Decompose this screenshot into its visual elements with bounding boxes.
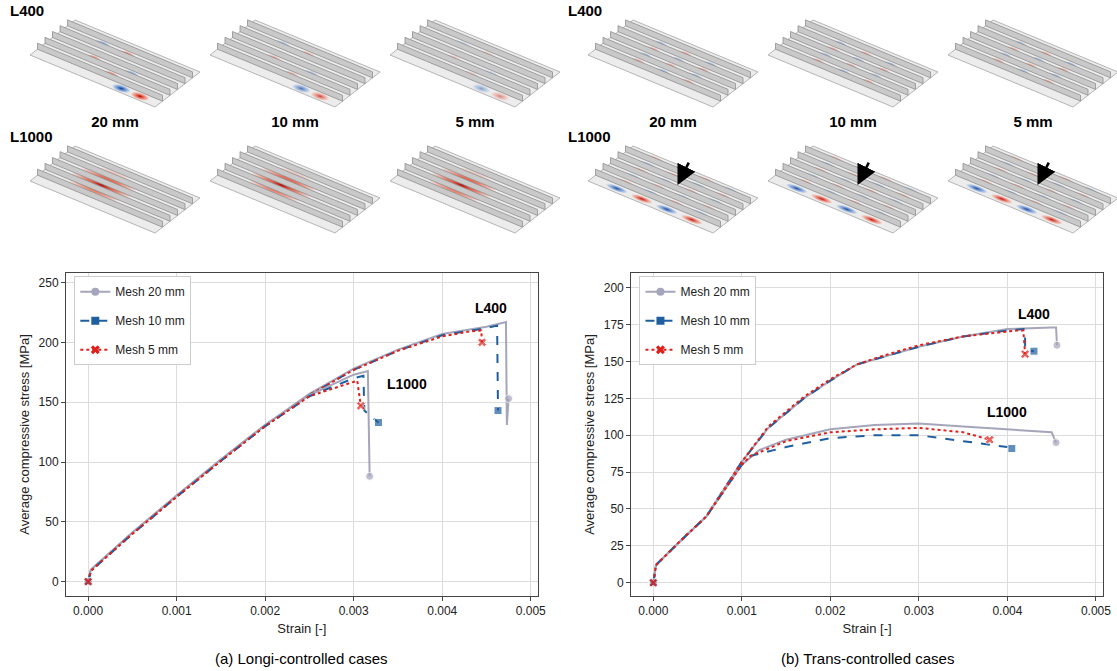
svg-text:Mesh 10 mm: Mesh 10 mm [115,314,184,328]
svg-text:L400: L400 [1018,306,1050,322]
svg-text:125: 125 [604,392,624,406]
svg-text:0: 0 [617,576,624,590]
svg-text:250: 250 [39,276,59,290]
svg-text:L400: L400 [568,2,602,19]
svg-text:0.003: 0.003 [339,604,369,618]
svg-text:0: 0 [52,575,59,589]
svg-text:200: 200 [39,336,59,350]
svg-text:Strain [-]: Strain [-] [277,621,326,636]
svg-text:Average compressive stress [MP: Average compressive stress [MPa] [17,334,32,535]
svg-text:(b) Trans-controlled cases: (b) Trans-controlled cases [781,650,954,667]
svg-text:L400: L400 [10,2,44,19]
svg-text:0.005: 0.005 [516,604,546,618]
svg-text:Mesh 20 mm: Mesh 20 mm [115,285,184,299]
svg-text:25: 25 [610,539,624,553]
svg-text:100: 100 [604,428,624,442]
svg-text:5 mm: 5 mm [455,113,494,130]
svg-text:0.005: 0.005 [1081,604,1111,618]
svg-text:0.001: 0.001 [162,604,192,618]
svg-text:20 mm: 20 mm [649,113,697,130]
svg-text:0.002: 0.002 [815,604,845,618]
svg-text:20 mm: 20 mm [91,113,139,130]
svg-text:Mesh 5 mm: Mesh 5 mm [115,343,178,357]
svg-text:Mesh 5 mm: Mesh 5 mm [680,343,743,357]
svg-text:L400: L400 [475,300,507,316]
svg-text:150: 150 [604,355,624,369]
svg-text:75: 75 [610,465,624,479]
svg-text:150: 150 [39,395,59,409]
svg-text:L1000: L1000 [987,404,1027,420]
svg-text:0.003: 0.003 [904,604,934,618]
svg-text:50: 50 [45,515,59,529]
svg-text:0.001: 0.001 [727,604,757,618]
svg-text:(a) Longi-controlled cases: (a) Longi-controlled cases [215,650,388,667]
svg-text:10 mm: 10 mm [271,113,319,130]
svg-text:100: 100 [39,455,59,469]
svg-text:Mesh 20 mm: Mesh 20 mm [680,285,749,299]
svg-text:0.002: 0.002 [250,604,280,618]
svg-text:L1000: L1000 [10,128,53,145]
svg-text:Average compressive stress [MP: Average compressive stress [MPa] [582,334,597,535]
svg-text:Mesh 10 mm: Mesh 10 mm [680,314,749,328]
svg-text:50: 50 [610,502,624,516]
svg-text:0.000: 0.000 [638,604,668,618]
svg-text:10 mm: 10 mm [829,113,877,130]
svg-text:175: 175 [604,318,624,332]
svg-text:0.000: 0.000 [73,604,103,618]
svg-text:200: 200 [604,281,624,295]
svg-text:Strain [-]: Strain [-] [843,621,892,636]
svg-text:L1000: L1000 [387,376,427,392]
svg-text:0.004: 0.004 [992,604,1022,618]
svg-text:0.004: 0.004 [427,604,457,618]
svg-text:5 mm: 5 mm [1013,113,1052,130]
svg-text:L1000: L1000 [568,128,611,145]
